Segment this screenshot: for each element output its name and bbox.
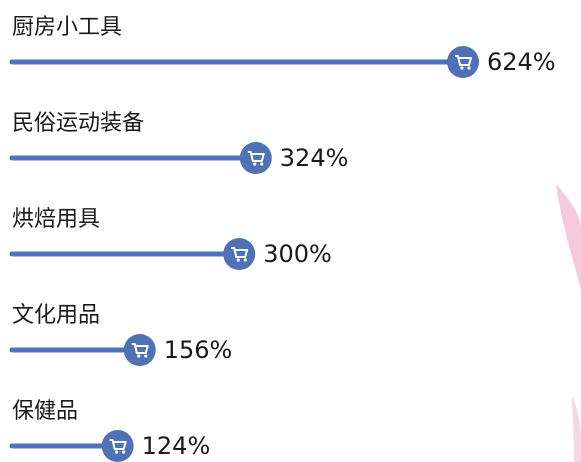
- marker-circle: [102, 430, 134, 462]
- category-label: 保健品: [12, 399, 78, 424]
- category-label: 民俗运动装备: [12, 111, 144, 136]
- decoration: [556, 184, 581, 462]
- marker-circle: [124, 334, 156, 366]
- value-label: 324%: [280, 144, 349, 172]
- cart-wheel: [260, 162, 263, 165]
- marker-circle: [240, 142, 272, 174]
- cart-wheel: [115, 450, 118, 453]
- value-label: 124%: [142, 432, 211, 460]
- cart-marker: [447, 46, 479, 78]
- marker-circle: [223, 238, 255, 270]
- cart-marker: [124, 334, 156, 366]
- value-label: 624%: [487, 48, 556, 76]
- category-label: 厨房小工具: [12, 15, 122, 40]
- cart-wheel: [137, 354, 140, 357]
- chart: 厨房小工具 624% 民俗运动装备 324% 烘焙用具 300% 文化用品 156% 保健品 12…: [0, 0, 581, 462]
- value-label: 300%: [263, 240, 332, 268]
- category-label: 文化用品: [12, 303, 100, 328]
- value-label: 156%: [164, 336, 233, 364]
- cart-marker: [102, 430, 134, 462]
- cart-wheel: [253, 162, 256, 165]
- category-label: 烘焙用具: [12, 207, 100, 232]
- cart-wheel: [237, 258, 240, 261]
- cart-marker: [240, 142, 272, 174]
- cart-wheel: [460, 66, 463, 69]
- cart-wheel: [122, 450, 125, 453]
- cart-wheel: [467, 66, 470, 69]
- cart-wheel: [244, 258, 247, 261]
- cart-marker: [223, 238, 255, 270]
- marker-circle: [447, 46, 479, 78]
- cart-wheel: [144, 354, 147, 357]
